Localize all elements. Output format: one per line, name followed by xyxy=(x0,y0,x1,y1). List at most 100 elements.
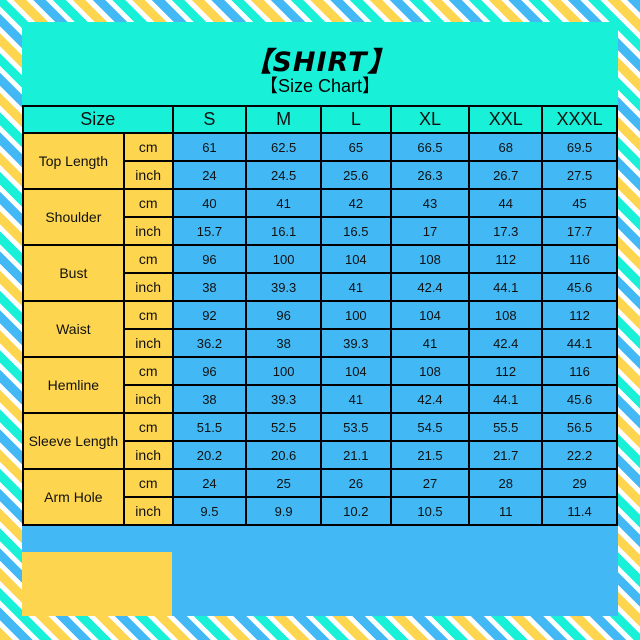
value-cell: 9.5 xyxy=(171,496,248,526)
value-cell: 54.5 xyxy=(389,412,471,442)
value-cell: 116 xyxy=(541,356,618,386)
unit-label: cm xyxy=(122,188,174,218)
value-cell: 112 xyxy=(541,300,618,330)
unit-label: cm xyxy=(122,244,174,274)
value-cell: 24 xyxy=(171,468,248,498)
value-cell: 44.1 xyxy=(468,384,544,414)
table-row: Sleeve Length cm 51.5 52.5 53.5 54.5 55.5 56.5 xyxy=(22,412,618,470)
value-cell: 41 xyxy=(319,384,392,414)
value-cell: 10.5 xyxy=(389,496,471,526)
value-cell: 39.3 xyxy=(319,328,392,358)
value-cell: 66.5 xyxy=(389,132,471,162)
value-cell: 26.7 xyxy=(468,160,544,190)
value-cell: 25 xyxy=(245,468,322,498)
unit-label: inch xyxy=(122,496,174,526)
table-row: inch 15.7 16.1 16.5 17 17.3 17.7 xyxy=(23,216,618,246)
value-cell: 51.5 xyxy=(171,412,248,442)
table-row: inch 38 39.3 41 42.4 44.1 45.6 xyxy=(23,384,618,414)
value-cell: 100 xyxy=(245,244,322,274)
table-row: inch 9.5 9.9 10.2 10.5 11 11.4 xyxy=(23,496,618,526)
value-cell: 11.4 xyxy=(541,496,618,526)
value-cell: 38 xyxy=(171,272,248,302)
value-cell: 100 xyxy=(319,300,392,330)
unit-label: cm xyxy=(122,356,174,386)
value-cell: 21.5 xyxy=(389,440,471,470)
value-cell: 15.7 xyxy=(171,216,248,246)
value-cell: 24 xyxy=(171,160,248,190)
measurement-label: Shoulder xyxy=(22,188,125,246)
value-cell: 96 xyxy=(245,300,322,330)
value-cell: 36.2 xyxy=(171,328,248,358)
table-row: Hemline cm 96 100 104 108 112 116 xyxy=(22,356,618,414)
size-column-header: XXL xyxy=(468,105,544,134)
footer-filler xyxy=(22,552,172,616)
table-row: inch 24 24.5 25.6 26.3 26.7 27.5 xyxy=(23,160,618,190)
value-cell: 28 xyxy=(468,468,544,498)
measurement-label: Arm Hole xyxy=(22,468,125,526)
value-cell: 108 xyxy=(468,300,544,330)
value-cell: 96 xyxy=(171,244,248,274)
table-row: inch 20.2 20.6 21.1 21.5 21.7 22.2 xyxy=(23,440,618,470)
measurement-label: Waist xyxy=(22,300,125,358)
measurement-label: Sleeve Length xyxy=(22,412,125,470)
value-cell: 42.4 xyxy=(389,272,471,302)
value-cell: 42.4 xyxy=(468,328,544,358)
value-cell: 21.1 xyxy=(319,440,392,470)
value-cell: 25.6 xyxy=(319,160,392,190)
table-row: Shoulder cm 40 41 42 43 44 45 xyxy=(22,188,618,246)
value-cell: 52.5 xyxy=(245,412,322,442)
value-cell: 26 xyxy=(319,468,392,498)
header-row: Size S M L XL XXL XXXL xyxy=(22,105,618,134)
unit-label: inch xyxy=(122,216,174,246)
unit-label: inch xyxy=(122,328,174,358)
size-column-header: L xyxy=(319,105,392,134)
value-cell: 16.1 xyxy=(245,216,322,246)
table-row: Waist cm 92 96 100 104 108 112 xyxy=(22,300,618,358)
value-cell: 17 xyxy=(389,216,471,246)
chart-subtitle: 【Size Chart】 xyxy=(259,76,381,96)
value-cell: 26.3 xyxy=(389,160,471,190)
value-cell: 68 xyxy=(468,132,544,162)
value-cell: 92 xyxy=(171,300,248,330)
value-cell: 62.5 xyxy=(245,132,322,162)
value-cell: 21.7 xyxy=(468,440,544,470)
value-cell: 108 xyxy=(389,356,471,386)
value-cell: 9.9 xyxy=(245,496,322,526)
value-cell: 116 xyxy=(541,244,618,274)
size-header: Size xyxy=(22,105,174,134)
value-cell: 24.5 xyxy=(245,160,322,190)
unit-label: inch xyxy=(122,160,174,190)
value-cell: 41 xyxy=(389,328,471,358)
table-row: inch 36.2 38 39.3 41 42.4 44.1 xyxy=(23,328,618,358)
value-cell: 27 xyxy=(389,468,471,498)
value-cell: 69.5 xyxy=(541,132,618,162)
value-cell: 11 xyxy=(468,496,544,526)
value-cell: 39.3 xyxy=(245,272,322,302)
value-cell: 104 xyxy=(319,244,392,274)
unit-label: inch xyxy=(122,384,174,414)
value-cell: 44.1 xyxy=(468,272,544,302)
size-column-header: XL xyxy=(389,105,471,134)
value-cell: 41 xyxy=(245,188,322,218)
value-cell: 41 xyxy=(319,272,392,302)
value-cell: 22.2 xyxy=(541,440,618,470)
table-row: Arm Hole cm 24 25 26 27 28 29 xyxy=(22,468,618,526)
table-row: Bust cm 96 100 104 108 112 116 xyxy=(22,244,618,302)
value-cell: 29 xyxy=(541,468,618,498)
value-cell: 40 xyxy=(171,188,248,218)
value-cell: 44 xyxy=(468,188,544,218)
value-cell: 39.3 xyxy=(245,384,322,414)
value-cell: 53.5 xyxy=(319,412,392,442)
value-cell: 16.5 xyxy=(319,216,392,246)
value-cell: 20.2 xyxy=(171,440,248,470)
table-row: inch 38 39.3 41 42.4 44.1 45.6 xyxy=(23,272,618,302)
value-cell: 44.1 xyxy=(541,328,618,358)
value-cell: 61 xyxy=(171,132,248,162)
measurement-label: Top Length xyxy=(22,132,125,190)
value-cell: 100 xyxy=(245,356,322,386)
table-row: Top Length cm 61 62.5 65 66.5 68 69.5 xyxy=(22,132,618,190)
unit-label: cm xyxy=(122,132,174,162)
value-cell: 45.6 xyxy=(541,384,618,414)
unit-label: inch xyxy=(122,272,174,302)
chart-title: 【SHIRT】 xyxy=(244,47,396,78)
